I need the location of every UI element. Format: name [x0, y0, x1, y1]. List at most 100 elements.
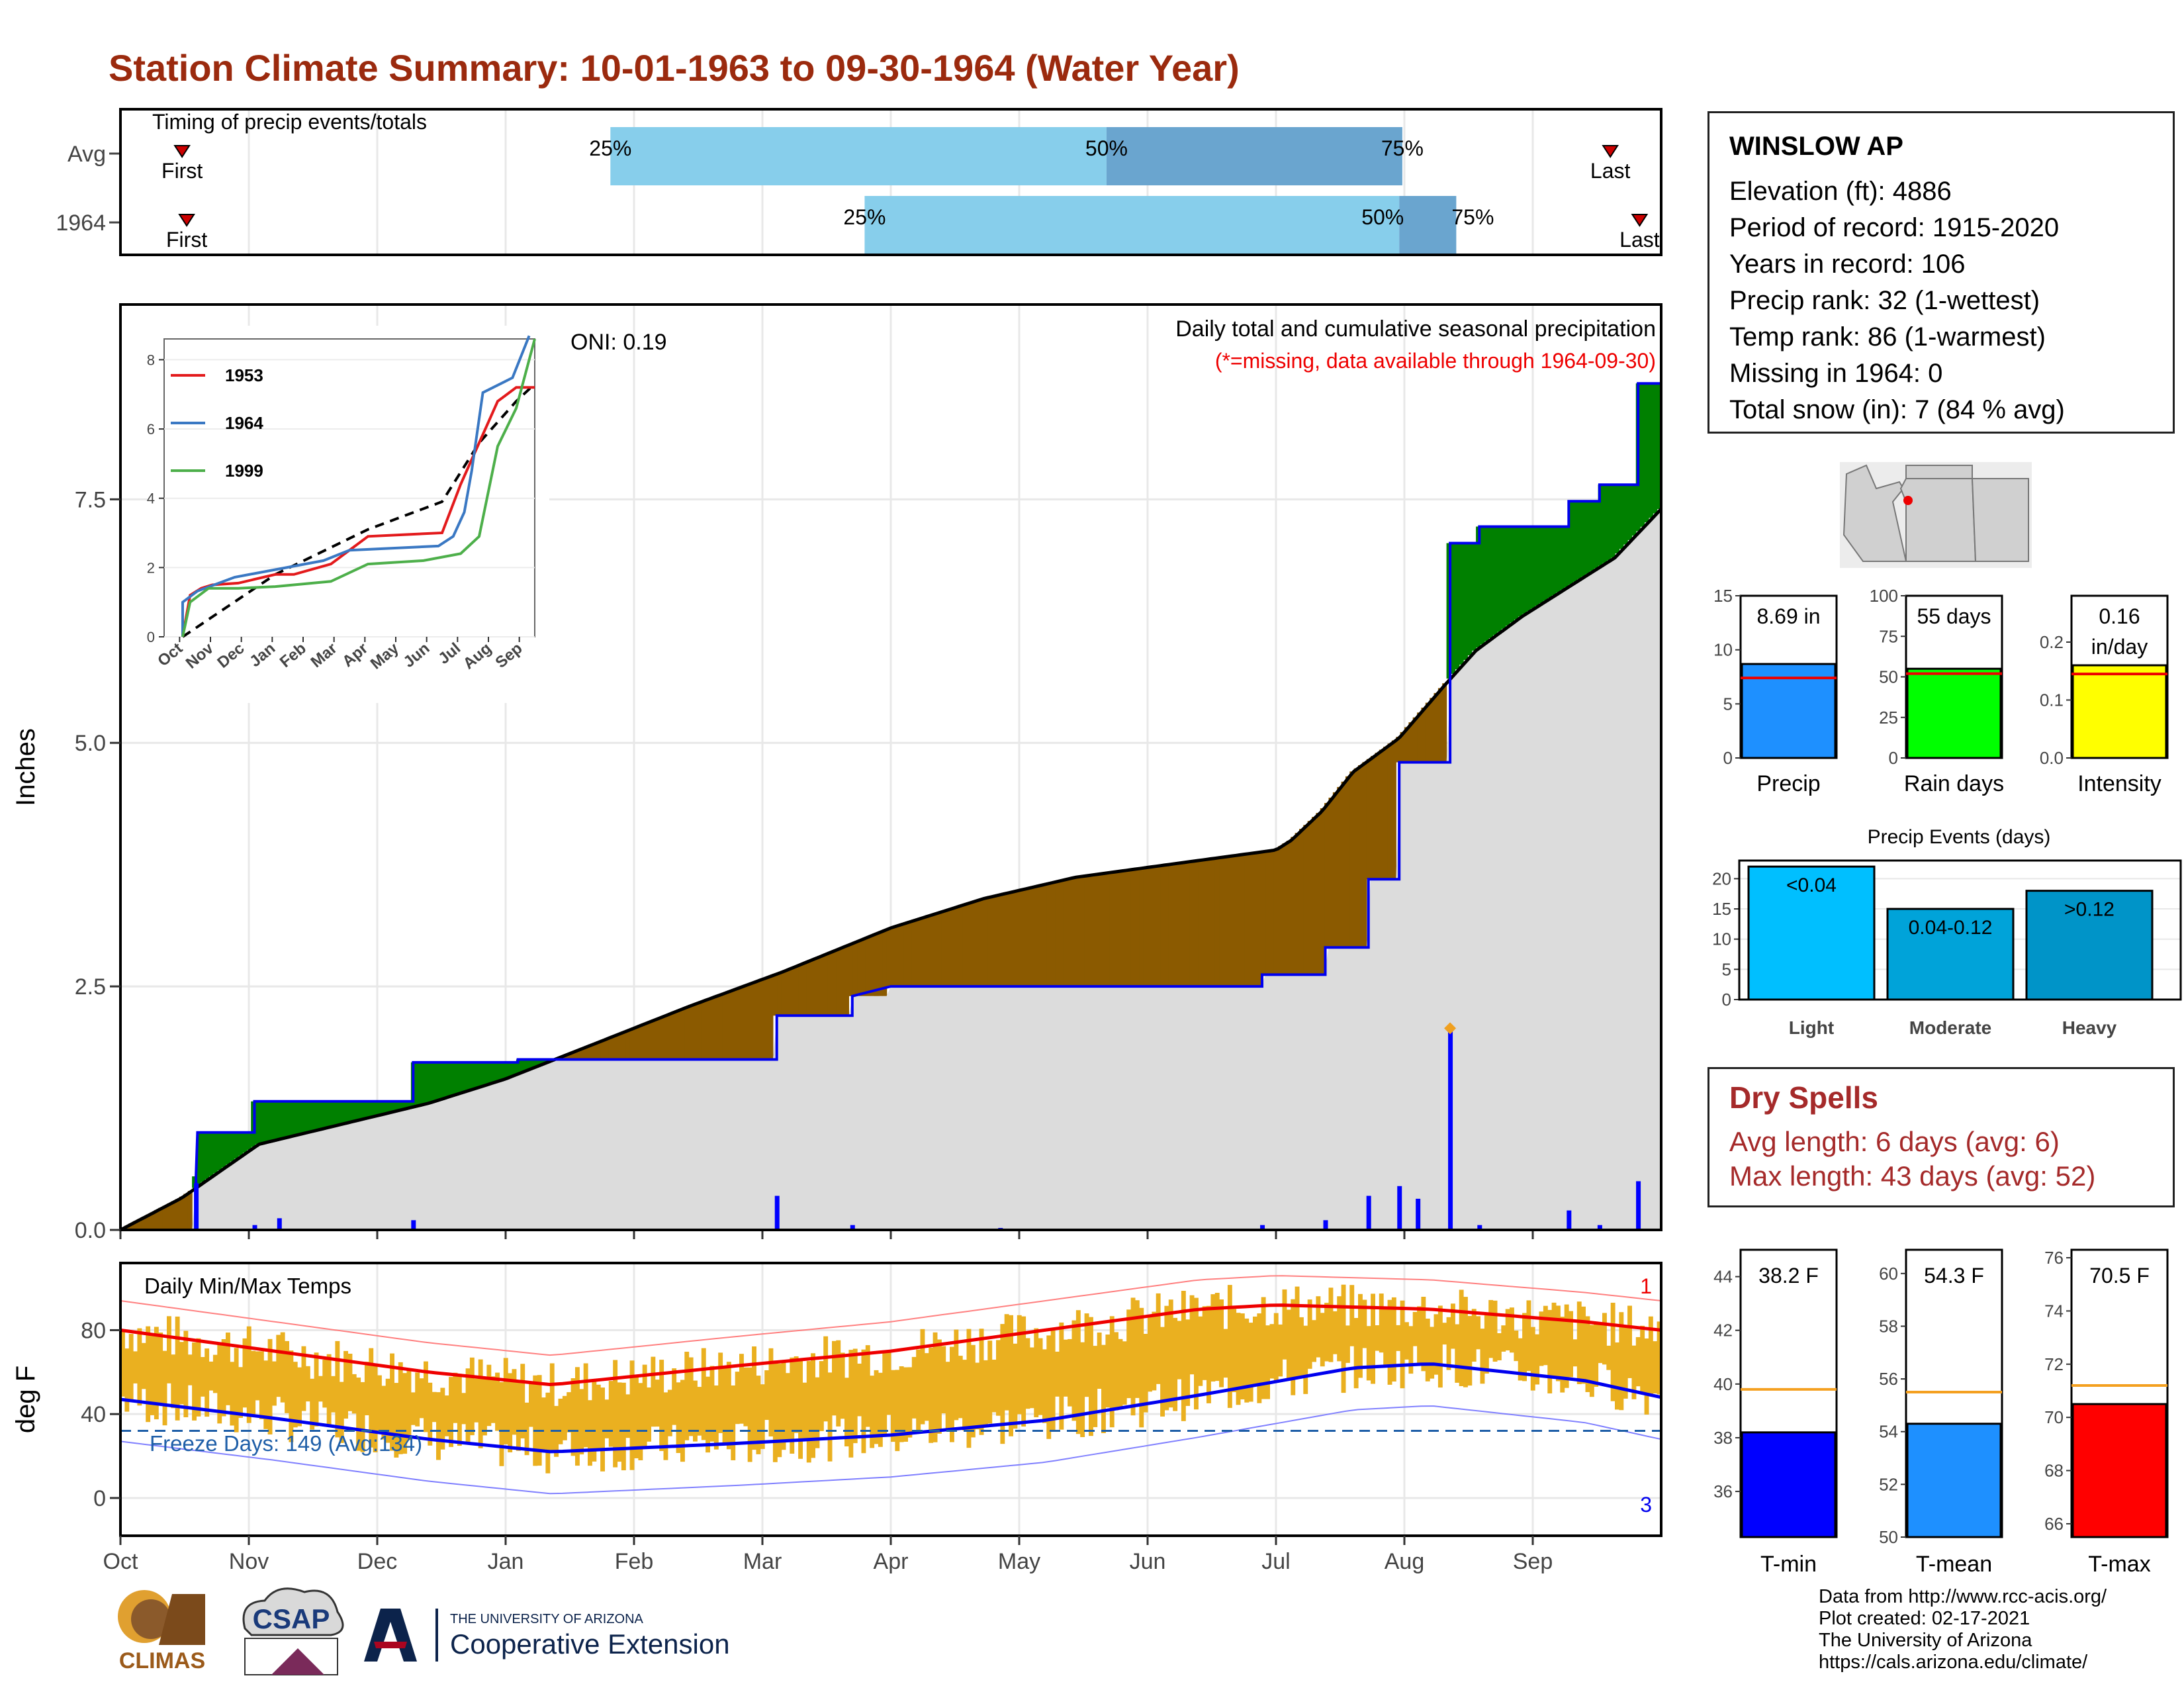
- departure-slice: [402, 1101, 408, 1109]
- daily-temp-bar: [713, 1385, 719, 1450]
- departure-slice: [1291, 837, 1296, 975]
- departure-slice: [1514, 526, 1519, 620]
- departure-slice: [983, 898, 988, 987]
- departure-slice: [836, 948, 841, 1016]
- daily-temp-bar: [205, 1348, 210, 1417]
- csap-logo-text: CSAP: [253, 1603, 330, 1634]
- departure-slice: [424, 1062, 428, 1103]
- daily-temp-bar: [731, 1385, 736, 1460]
- daily-temp-bar: [907, 1367, 913, 1438]
- departure-slice: [1202, 859, 1207, 987]
- daily-temp-bar: [440, 1387, 445, 1450]
- daily-temp-bar: [617, 1382, 622, 1462]
- departure-slice: [1362, 762, 1367, 948]
- daily-temp-bar: [1455, 1324, 1460, 1383]
- daily-temp-bar: [827, 1372, 833, 1462]
- departure-slice: [600, 1039, 606, 1060]
- departure-slice: [1042, 884, 1047, 987]
- daily-temp-bar: [991, 1360, 997, 1413]
- departure-slice: [449, 1062, 454, 1096]
- departure-slice: [478, 1062, 483, 1086]
- daily-temp-bar: [1433, 1314, 1439, 1375]
- daily-temp-bar: [1198, 1316, 1203, 1386]
- daily-temp-bar: [1379, 1293, 1384, 1353]
- departure-slice: [1560, 526, 1565, 590]
- temp-stat-bar: [2071, 1403, 2167, 1538]
- daily-temp-bar: [549, 1363, 555, 1451]
- daily-temp-bar: [1017, 1315, 1022, 1415]
- departure-slice: [205, 1132, 210, 1180]
- daily-temp-bar: [289, 1350, 294, 1442]
- inset-ytick-label: 2: [147, 559, 155, 576]
- daily-temp-bar: [1514, 1331, 1519, 1362]
- daily-temp-bar: [360, 1382, 365, 1452]
- daily-precip-bar: [1636, 1181, 1641, 1230]
- departure-slice: [490, 1062, 496, 1082]
- temp-stat-ytick-label: 54: [1879, 1422, 1898, 1442]
- departure-slice: [364, 1101, 369, 1118]
- daily-temp-bar: [1059, 1322, 1064, 1430]
- inset-ytick-label: 8: [147, 352, 155, 368]
- departure-slice: [1148, 867, 1152, 987]
- departure-slice: [886, 927, 891, 987]
- daily-temp-bar: [832, 1340, 837, 1416]
- credit-data-source: Data from http://www.rcc-acis.org/: [1819, 1586, 2107, 1607]
- departure-slice: [1576, 501, 1582, 579]
- inset-legend-label: 1999: [225, 461, 263, 481]
- daily-temp-bar: [276, 1335, 281, 1397]
- events-ytick-label: 5: [1722, 959, 1731, 979]
- daily-temp-bar: [634, 1374, 639, 1458]
- departure-slice: [1071, 877, 1077, 987]
- inset-series-line: [181, 335, 531, 637]
- daily-temp-bar: [621, 1382, 626, 1471]
- departure-slice: [625, 1029, 631, 1060]
- departure-slice: [1232, 855, 1237, 987]
- daily-temp-bar: [1114, 1332, 1118, 1411]
- departure-slice: [1059, 880, 1064, 987]
- events-frame: [1738, 859, 2182, 1001]
- daily-temp-bar: [962, 1360, 967, 1430]
- departure-slice: [343, 1101, 349, 1123]
- daily-temp-bar: [410, 1392, 416, 1425]
- departure-slice: [1227, 856, 1232, 987]
- temp-stat-ytick-label: 42: [1713, 1321, 1733, 1340]
- departure-slice: [1602, 485, 1607, 563]
- stat-bar: [1741, 663, 1837, 759]
- daily-temp-bar: [478, 1359, 483, 1448]
- departure-slice: [1273, 849, 1279, 975]
- daily-temp-bar: [339, 1382, 344, 1443]
- daily-temp-bar: [322, 1360, 328, 1408]
- departure-slice: [1278, 846, 1283, 975]
- departure-slice: [1467, 543, 1473, 655]
- stat-ytick-label: 0.2: [2040, 632, 2064, 652]
- daily-temp-bar: [179, 1342, 184, 1405]
- daily-temp-bar: [891, 1370, 895, 1442]
- departure-slice: [777, 972, 782, 1016]
- departure-slice: [1391, 740, 1396, 880]
- departure-slice: [680, 1008, 685, 1060]
- daily-temp-bar: [743, 1367, 749, 1427]
- timing-row-label: Avg: [68, 142, 106, 167]
- departure-slice: [844, 945, 849, 1016]
- daily-temp-bar: [1210, 1294, 1216, 1382]
- station-missing: Missing in 1964: 0: [1729, 359, 1943, 388]
- departure-slice: [1606, 485, 1612, 561]
- daily-temp-bar: [718, 1352, 723, 1433]
- daily-temp-bar: [1097, 1333, 1102, 1389]
- departure-slice: [1539, 526, 1544, 603]
- daily-temp-bar: [242, 1338, 248, 1408]
- temp-panel: 0 40 80 deg F Daily Min/Max Temps Freeze Days…: [11, 1262, 1662, 1574]
- departure-slice: [772, 974, 778, 1016]
- departure-slice: [453, 1062, 458, 1094]
- daily-temp-bar: [436, 1392, 441, 1460]
- timing-row-label: 1964: [56, 211, 106, 236]
- credits: Data from http://www.rcc-acis.org/ Plot …: [1819, 1586, 2107, 1673]
- departure-slice: [238, 1132, 244, 1156]
- daily-temp-bar: [171, 1354, 176, 1409]
- daily-temp-bar: [482, 1378, 487, 1436]
- daily-temp-bar: [629, 1360, 635, 1470]
- daily-temp-bar: [1227, 1285, 1232, 1408]
- departure-slice: [187, 1191, 193, 1230]
- departure-slice: [756, 980, 761, 1060]
- departure-slice: [575, 1049, 580, 1060]
